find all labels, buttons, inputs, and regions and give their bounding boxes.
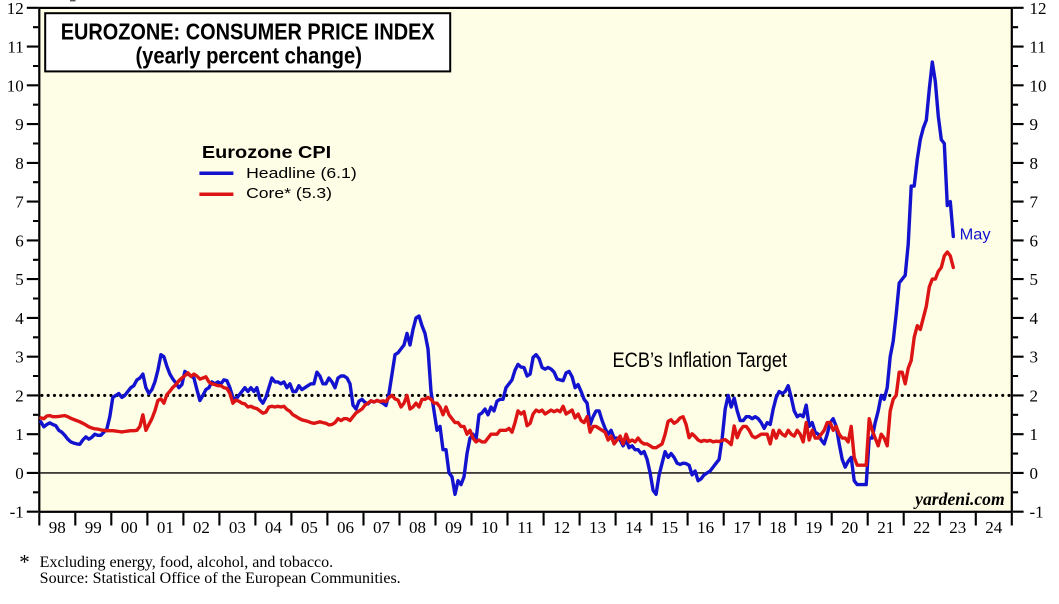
svg-text:10: 10 [481,518,498,537]
svg-text:5: 5 [1030,270,1039,289]
svg-text:9: 9 [1030,115,1039,134]
svg-text:07: 07 [373,518,391,537]
svg-text:6: 6 [15,231,24,250]
svg-text:24: 24 [985,518,1003,537]
svg-text:21: 21 [877,518,894,537]
svg-text:11: 11 [7,38,23,57]
svg-text:3: 3 [1030,348,1039,367]
svg-text:10: 10 [7,76,24,95]
svg-text:Excluding energy, food, alcoho: Excluding energy, food, alcohol, and tob… [40,554,334,571]
svg-text:4: 4 [15,309,24,328]
svg-text:*: * [19,550,30,574]
svg-text:-1: -1 [10,503,24,522]
svg-text:2: 2 [15,386,24,405]
svg-text:-1: -1 [1030,503,1044,522]
svg-text:May: May [960,227,991,244]
svg-text:13: 13 [589,518,606,537]
svg-text:12: 12 [553,518,570,537]
svg-text:Headline (6.1): Headline (6.1) [246,166,357,182]
svg-text:04: 04 [265,518,283,537]
svg-text:Eurozone CPI: Eurozone CPI [202,142,331,162]
svg-text:11: 11 [517,518,533,537]
svg-text:03: 03 [229,518,246,537]
svg-text:yardeni.com: yardeni.com [913,489,1005,509]
svg-text:6: 6 [1030,231,1039,250]
svg-text:14: 14 [625,518,643,537]
svg-text:12: 12 [7,0,24,18]
svg-text:17: 17 [733,518,751,537]
svg-text:02: 02 [193,518,210,537]
svg-text:98: 98 [49,518,66,537]
svg-text:16: 16 [697,518,714,537]
svg-text:8: 8 [15,154,24,173]
svg-text:EUROZONE: CONSUMER PRICE INDEX: EUROZONE: CONSUMER PRICE INDEX [61,19,436,45]
svg-text:08: 08 [409,518,426,537]
svg-text:19: 19 [805,518,822,537]
svg-text:06: 06 [337,518,354,537]
svg-text:2: 2 [1030,386,1039,405]
svg-text:15: 15 [661,518,678,537]
svg-text:1: 1 [15,425,24,444]
svg-text:Source: Statistical Office of: Source: Statistical Office of the Europe… [40,570,401,587]
svg-text:4: 4 [1030,309,1039,328]
svg-text:5: 5 [15,270,24,289]
svg-text:10: 10 [1030,76,1047,95]
svg-text:7: 7 [1030,193,1039,212]
svg-text:11: 11 [1030,38,1046,57]
svg-text:0: 0 [1030,464,1039,483]
svg-text:18: 18 [769,518,786,537]
svg-text:00: 00 [121,518,138,537]
svg-text:ECB’s Inflation Target: ECB’s Inflation Target [613,349,788,372]
svg-text:09: 09 [445,518,462,537]
svg-text:99: 99 [85,518,102,537]
svg-text:9: 9 [15,115,24,134]
svg-text:01: 01 [157,518,174,537]
svg-text:Core* (5.3): Core* (5.3) [246,186,332,202]
svg-text:20: 20 [841,518,858,537]
svg-text:8: 8 [1030,154,1039,173]
svg-text:(yearly percent change): (yearly percent change) [135,43,362,69]
svg-text:1: 1 [1030,425,1039,444]
svg-text:23: 23 [949,518,966,537]
svg-text:0: 0 [15,464,24,483]
svg-text:22: 22 [913,518,930,537]
svg-text:12: 12 [1030,0,1047,18]
svg-text:7: 7 [15,193,24,212]
svg-text:3: 3 [15,348,24,367]
svg-text:05: 05 [301,518,318,537]
